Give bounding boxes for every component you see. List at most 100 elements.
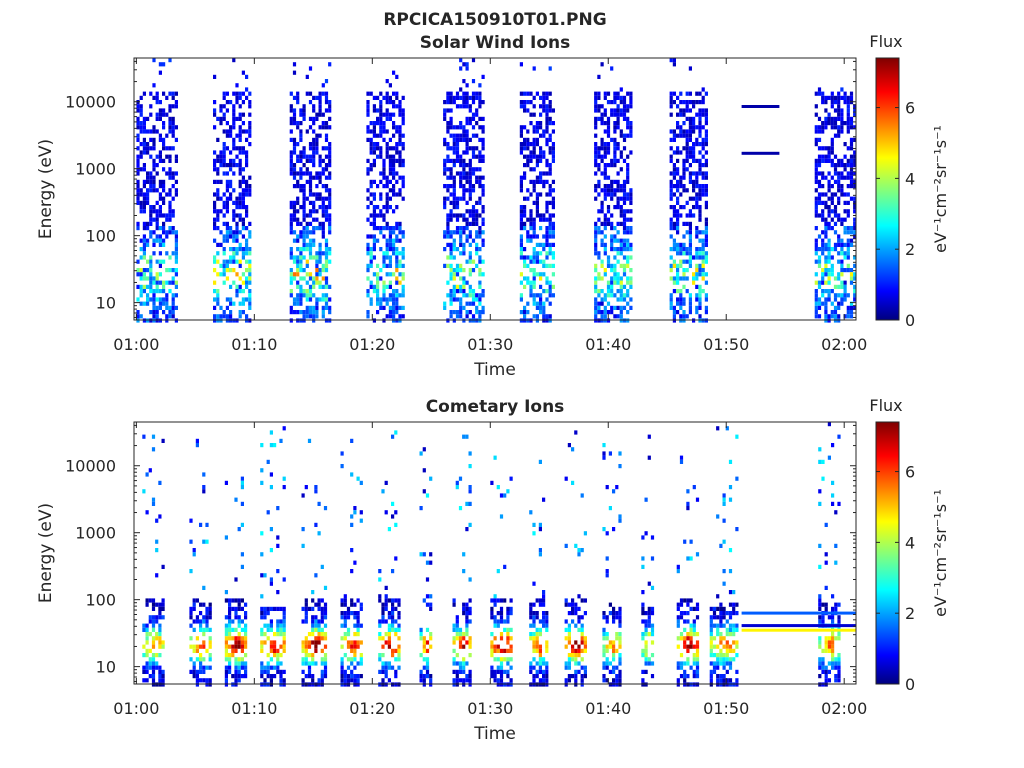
flux-cell (686, 674, 690, 679)
flux-cell (238, 263, 242, 268)
flux-cell (222, 129, 226, 134)
flux-cell (366, 91, 370, 96)
flux-cell (471, 314, 476, 319)
flux-cell (468, 184, 472, 189)
flux-cell (162, 200, 166, 205)
flux-cell (158, 669, 162, 674)
flux-cell (350, 611, 354, 616)
flux-cell (468, 653, 472, 658)
flux-cell (452, 289, 456, 294)
flux-cell (471, 268, 476, 273)
flux-cell (818, 564, 822, 569)
flux-cell (821, 238, 825, 243)
flux-cell (692, 116, 696, 121)
flux-cell (698, 230, 702, 235)
flux-cell (225, 314, 229, 319)
flux-cell (626, 242, 630, 247)
flux-cell (308, 146, 313, 151)
flux-cell (610, 137, 614, 142)
flux-cell (238, 137, 242, 142)
flux-cell (618, 451, 622, 456)
flux-cell (622, 137, 627, 142)
flux-cell (519, 146, 523, 151)
flux-cell (594, 150, 598, 155)
flux-cell (519, 310, 523, 315)
flux-cell (613, 137, 617, 142)
flux-cell (231, 606, 235, 611)
flux-cell (676, 133, 680, 138)
flux-cell (324, 242, 329, 247)
flux-cell (232, 247, 236, 252)
flux-cell (238, 167, 242, 172)
flux-cell (382, 158, 386, 163)
flux-cell (529, 154, 533, 159)
flux-cell (315, 272, 319, 277)
flux-cell (158, 611, 162, 616)
flux-cell (692, 125, 696, 130)
flux-cell (506, 489, 510, 494)
flux-cell (837, 91, 841, 96)
flux-cell (692, 213, 696, 218)
flux-cell (307, 669, 312, 674)
flux-cell (722, 678, 726, 683)
flux-cell (849, 272, 854, 277)
flux-cell (429, 552, 433, 557)
flux-cell (506, 636, 510, 641)
flux-cell (481, 175, 485, 180)
flux-cell (647, 661, 651, 666)
flux-cell (324, 137, 329, 142)
flux-cell (606, 255, 611, 260)
flux-cell (353, 657, 357, 662)
flux-cell (682, 247, 686, 252)
flux-cell (619, 205, 623, 210)
flux-cell (594, 95, 598, 100)
flux-cell (379, 100, 383, 105)
flux-cell (618, 611, 622, 616)
flux-cell (597, 150, 601, 155)
flux-cell (174, 171, 178, 176)
flux-cell (827, 272, 831, 277)
flux-cell (551, 200, 555, 205)
flux-cell (545, 263, 549, 268)
flux-cell (366, 268, 370, 273)
flux-cell (216, 209, 220, 214)
flux-cell (425, 627, 430, 632)
flux-cell (152, 305, 156, 310)
flux-cell (248, 175, 252, 180)
flux-cell (471, 217, 476, 222)
flux-cell (136, 137, 140, 142)
flux-cell (139, 108, 143, 113)
flux-cell (597, 104, 601, 109)
flux-cell (535, 234, 539, 239)
flux-cell (532, 221, 536, 226)
flux-cell (827, 238, 831, 243)
flux-cell (136, 108, 140, 113)
flux-cell (216, 158, 220, 163)
flux-cell (535, 632, 539, 637)
flux-cell (532, 640, 536, 645)
flux-cell (672, 150, 676, 155)
flux-cell (571, 657, 575, 662)
flux-cell (171, 104, 175, 109)
flux-cell (499, 514, 504, 519)
flux-cell (340, 678, 344, 683)
flux-cell (146, 301, 150, 306)
flux-cell (234, 606, 238, 611)
flux-cell (519, 188, 523, 193)
flux-cell (161, 598, 165, 603)
flux-cell (529, 121, 533, 126)
flux-cell (273, 443, 277, 448)
flux-cell (152, 83, 156, 88)
flux-cell (446, 158, 450, 163)
flux-cell (846, 158, 850, 163)
flux-cell (605, 485, 609, 490)
flux-cell (462, 268, 466, 273)
flux-cell (499, 636, 504, 641)
flux-cell (174, 137, 178, 142)
flux-line (741, 105, 780, 108)
flux-cell (276, 627, 280, 632)
flux-cell (318, 108, 322, 113)
flux-cell (385, 255, 389, 260)
flux-cell (222, 238, 226, 243)
flux-cell (321, 276, 325, 281)
